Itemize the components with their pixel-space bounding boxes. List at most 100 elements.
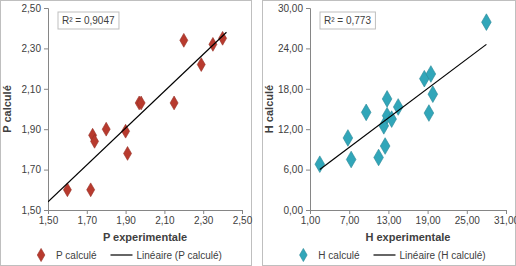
tick-mark <box>306 48 310 49</box>
tick-label: 7,00 <box>340 215 360 226</box>
tick-mark <box>306 89 310 90</box>
tick: 2,50 <box>233 210 253 226</box>
x-axis: 1,00 7,00 13,00 19,00 25,00 31,00 <box>301 210 516 226</box>
tick: 1,70 <box>22 164 48 175</box>
tick-label: 2,50 <box>233 215 253 226</box>
tick-mark <box>44 170 48 171</box>
trend-line <box>48 32 226 202</box>
tick-label: 1,50 <box>39 215 59 226</box>
annotation-text: R² = 0,9047 <box>62 15 115 26</box>
tick: 2,30 <box>22 43 48 54</box>
tick-label: 25,00 <box>455 215 480 226</box>
tick-label: 1,70 <box>22 164 42 175</box>
tick-label: 1,70 <box>78 215 98 226</box>
tick-label: 1,50 <box>22 205 42 216</box>
tick: 1,90 <box>22 124 48 135</box>
legend-label: Linéaire (H calculé) <box>399 250 485 261</box>
tick: 18,00 <box>278 84 310 95</box>
tick: 25,00 <box>455 210 480 226</box>
tick-mark <box>44 48 48 49</box>
tick-label: 18,00 <box>278 84 303 95</box>
scatter-point <box>63 183 71 197</box>
tick-mark <box>349 210 350 214</box>
tick-label: 2,30 <box>22 43 42 54</box>
plot-area: 1,007,0013,0019,0025,0031,000,006,0012,0… <box>263 3 516 243</box>
tick-label: 13,00 <box>376 215 401 226</box>
tick: 30,00 <box>278 3 310 14</box>
y-axis-title: P calculé <box>1 85 13 133</box>
legend-label: P calculé <box>56 250 97 261</box>
scatter-point <box>482 14 492 31</box>
y-axis-title: H calculé <box>263 85 275 133</box>
tick: 1,70 <box>78 210 98 226</box>
tick-label: 2,10 <box>22 84 42 95</box>
tick: 7,00 <box>340 210 360 226</box>
axis-line <box>306 9 311 211</box>
legend: H calculé Linéaire (H calculé) <box>300 248 486 261</box>
tick-mark <box>126 210 127 214</box>
tick: 2,30 <box>194 210 214 226</box>
legend-item: Linéaire (P calculé) <box>110 250 221 261</box>
scatter-point <box>87 183 95 197</box>
tick: 1,00 <box>301 210 321 226</box>
tick-mark <box>87 210 88 214</box>
scatter-point <box>382 91 392 108</box>
tick-mark <box>388 210 389 214</box>
annotation: R² = 0,9047 <box>58 12 119 29</box>
marks <box>315 14 491 173</box>
tick-label: 1,00 <box>301 215 321 226</box>
tick-mark <box>242 210 243 214</box>
tick-mark <box>44 89 48 90</box>
x-axis: 1,50 1,70 1,90 2,10 2,30 2,50 <box>39 210 253 226</box>
tick-mark <box>306 170 310 171</box>
scatter-point <box>374 149 384 166</box>
annotation-box <box>320 12 375 29</box>
panel-border <box>1 1 252 266</box>
tick-label: 2,10 <box>155 215 175 226</box>
tick: 1,90 <box>116 210 136 226</box>
tick: 2,50 <box>22 3 48 14</box>
scatter-point <box>124 147 132 161</box>
tick: 12,00 <box>278 124 310 135</box>
tick-label: 2,30 <box>194 215 214 226</box>
tick: 24,00 <box>278 43 310 54</box>
scatter-point <box>424 105 434 122</box>
scatter-point <box>426 66 436 83</box>
y-axis: 1,50 1,70 1,90 2,10 2,30 2,50 <box>22 3 49 216</box>
tick: 2,10 <box>22 84 48 95</box>
axis-line <box>44 9 49 211</box>
chart-panel: 1,50 1,70 1,90 2,10 2,30 2,50 1,50 1,70 1,90 2,10… <box>1 1 253 266</box>
tick-mark <box>203 210 204 214</box>
x-axis-title: H experimentale <box>366 231 451 243</box>
scatter-point <box>197 58 205 72</box>
tick-mark <box>306 8 310 9</box>
axis-line <box>311 211 507 215</box>
tick-label: 6,00 <box>284 164 304 175</box>
scatter-point <box>380 138 390 155</box>
scatter-point <box>180 33 188 47</box>
legend-item: H calculé <box>300 248 360 261</box>
y-axis: 0,006,0012,0018,0024,0030,00 <box>278 3 311 216</box>
tick-label: 31,00 <box>494 215 516 226</box>
tick-label: 1,90 <box>116 215 136 226</box>
legend-line <box>110 254 132 255</box>
tick: 2,10 <box>155 210 175 226</box>
tick-mark <box>306 129 310 130</box>
scatter-point <box>346 151 356 168</box>
tick-label: 19,00 <box>416 215 441 226</box>
tick: 1,50 <box>22 205 48 216</box>
legend-marker <box>37 248 45 261</box>
axis-line <box>49 211 243 215</box>
scatter-point <box>170 96 178 110</box>
tick: 13,00 <box>376 210 401 226</box>
chart-panel: 1,007,0013,0019,0025,0031,000,006,0012,0… <box>263 1 516 266</box>
tick-mark <box>44 129 48 130</box>
tick: 6,00 <box>284 164 310 175</box>
tick-mark <box>44 210 48 211</box>
tick-mark <box>44 8 48 9</box>
trend-line <box>320 44 487 169</box>
scatter-point <box>361 104 371 121</box>
annotation-box <box>58 12 119 29</box>
plot-area: 1,50 1,70 1,90 2,10 2,30 2,50 1,50 1,70 1,90 2,10… <box>1 3 253 243</box>
tick-mark <box>506 210 507 214</box>
